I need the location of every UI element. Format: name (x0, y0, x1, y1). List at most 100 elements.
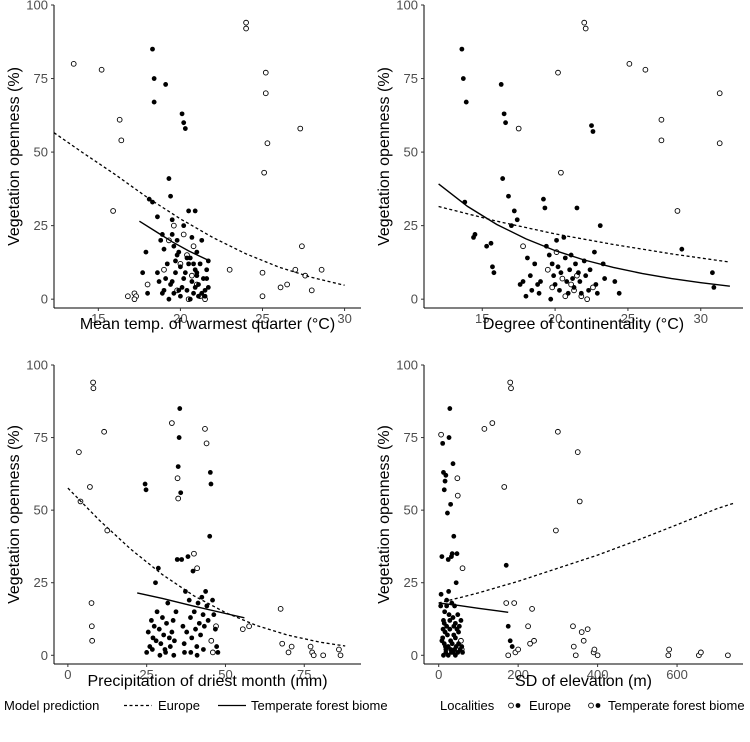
point-forest (160, 615, 165, 620)
point-europe (527, 640, 533, 647)
point-forest (463, 99, 469, 105)
point-forest (578, 290, 584, 296)
point-europe (261, 169, 267, 176)
legend-forest-filled-point (595, 703, 601, 708)
point-europe (116, 116, 123, 123)
point-forest (555, 264, 561, 270)
point-europe (203, 440, 210, 447)
point-forest (186, 208, 192, 214)
point-forest (186, 261, 192, 267)
point-europe (584, 626, 591, 633)
point-europe (725, 652, 731, 659)
y-tick-label: 0 (411, 648, 418, 663)
x-tick-label: 0 (64, 667, 71, 682)
point-forest (529, 287, 535, 293)
legend-model-title: Model prediction (4, 698, 99, 713)
point-europe (87, 484, 93, 490)
point-europe (277, 605, 284, 612)
point-forest (448, 501, 454, 507)
y-tick-label: 100 (396, 0, 418, 13)
point-forest (451, 533, 457, 539)
point-forest (214, 644, 220, 649)
point-europe (318, 266, 325, 273)
point-forest (180, 623, 186, 629)
point-forest (164, 261, 170, 267)
point-europe (125, 293, 131, 300)
point-forest (148, 618, 154, 623)
point-europe (658, 116, 665, 123)
point-forest (202, 287, 208, 293)
point-forest (514, 217, 520, 223)
point-forest (166, 296, 172, 302)
point-forest (443, 644, 448, 649)
point-forest (179, 111, 185, 117)
point-forest (196, 293, 201, 299)
point-forest (150, 46, 155, 52)
point-forest (527, 273, 533, 279)
legend: Model prediction Europe Temperate forest… (4, 698, 745, 713)
y-tick-label: 25 (404, 218, 418, 233)
point-forest (166, 635, 172, 641)
y-axis-title: Vegetation openness (%) (6, 67, 23, 246)
point-forest (196, 282, 201, 287)
point-europe (76, 449, 82, 455)
point-forest (172, 638, 177, 644)
point-forest (193, 626, 198, 632)
point-europe (559, 275, 566, 282)
point-forest (459, 644, 465, 649)
x-tick-label: 20 (548, 311, 562, 326)
point-europe (501, 484, 508, 490)
point-forest (145, 290, 150, 296)
point-europe (284, 281, 290, 288)
point-europe (259, 269, 266, 276)
x-tick-label: 600 (666, 667, 688, 682)
point-europe (508, 385, 514, 392)
y-tick-label: 50 (404, 145, 418, 160)
point-forest (711, 285, 717, 290)
point-europe (170, 222, 177, 229)
point-europe (89, 637, 95, 644)
point-europe (481, 426, 488, 432)
x-tick-label: 400 (587, 667, 609, 682)
point-europe (574, 449, 581, 455)
point-forest (210, 597, 215, 603)
point-forest (181, 641, 187, 647)
point-europe (307, 643, 314, 650)
point-europe (297, 125, 304, 132)
point-forest (192, 208, 198, 214)
point-forest (542, 205, 548, 211)
point-europe (191, 550, 197, 557)
point-forest (440, 440, 446, 446)
point-forest (182, 126, 188, 131)
point-forest (570, 276, 575, 281)
point-forest (201, 647, 206, 652)
legend-loc-forest: Temperate forest biome (608, 698, 745, 713)
point-forest (567, 267, 573, 273)
point-europe (175, 495, 182, 502)
point-forest (181, 120, 187, 126)
point-forest (592, 249, 597, 255)
point-europe (90, 379, 96, 386)
point-europe (459, 565, 466, 572)
point-forest (144, 649, 150, 655)
legend-loc-title: Localities (440, 698, 495, 713)
point-europe (505, 652, 512, 659)
point-forest (155, 214, 160, 220)
point-forest (188, 615, 193, 620)
point-europe (576, 498, 583, 505)
point-forest (166, 176, 172, 181)
x-axis-title: Precipitation of driest month (mm) (87, 673, 327, 690)
point-forest (557, 287, 562, 293)
y-tick-label: 100 (396, 358, 418, 373)
point-forest (439, 554, 445, 559)
point-forest (449, 641, 455, 647)
point-forest (182, 270, 188, 276)
point-forest (438, 603, 444, 609)
point-forest (456, 641, 461, 647)
point-forest (187, 296, 193, 302)
point-forest (189, 635, 195, 641)
point-forest (446, 612, 452, 618)
point-europe (169, 420, 175, 426)
x-axis-title: Degree of continentality (°C) (483, 316, 684, 333)
point-forest (184, 287, 190, 293)
